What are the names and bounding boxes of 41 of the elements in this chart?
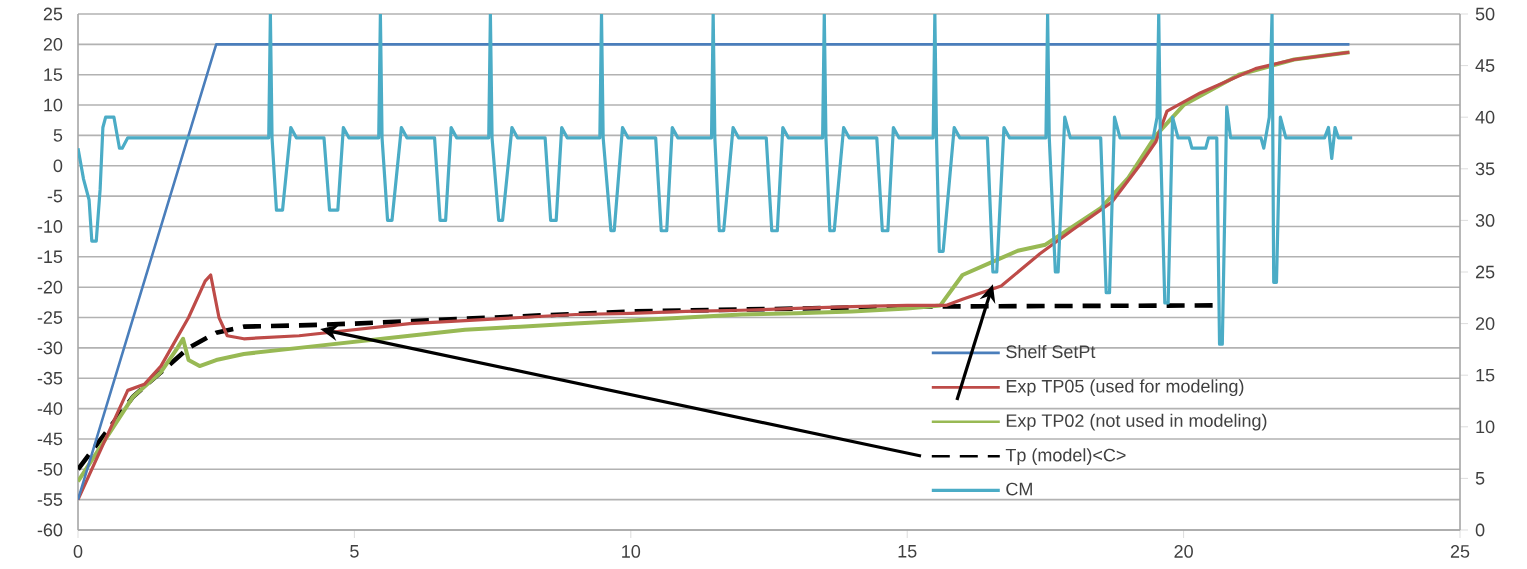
y-tick-label: 25 — [43, 7, 63, 21]
y2-tick-label: 20 — [1475, 317, 1495, 330]
y-tick-label: -30 — [37, 341, 63, 355]
legend-label: Exp TP02 (not used in modeling) — [1006, 413, 1267, 431]
y2-tick-label: 30 — [1475, 214, 1495, 227]
y-tick-label: -25 — [37, 311, 63, 324]
y-tick-label: 0 — [53, 159, 63, 173]
legend-label: Tp (model)<C> — [1005, 448, 1126, 466]
x-tick-label: 5 — [350, 545, 359, 558]
y2-tick-label: 25 — [1475, 265, 1495, 279]
y2-tick-label: 45 — [1475, 59, 1495, 72]
y-tick-label: -50 — [37, 462, 63, 476]
x-tick-label: 25 — [1450, 545, 1470, 558]
y2-tick-label: 5 — [1475, 472, 1485, 485]
y-tick-label: 15 — [44, 68, 63, 81]
y2-tick-label: 40 — [1475, 110, 1495, 124]
y-tick-label: -60 — [37, 523, 63, 537]
y-tick-label: -5 — [47, 189, 63, 203]
y2-tick-label: 0 — [1475, 523, 1485, 537]
x-tick-label: 15 — [898, 545, 917, 558]
y2-tick-label: 50 — [1475, 7, 1495, 21]
y-tick-label: -10 — [37, 220, 63, 233]
x-tick-label: 20 — [1174, 545, 1193, 558]
y-tick-label: 10 — [44, 98, 63, 112]
y-tick-label: -45 — [37, 432, 63, 446]
y-tick-label: 5 — [53, 129, 63, 142]
y2-tick-label: 35 — [1475, 162, 1495, 176]
y2-tick-label: 15 — [1476, 368, 1495, 382]
legend-label: CM — [1006, 482, 1032, 496]
legend-label: Exp TP05 (used for modeling) — [1006, 379, 1244, 397]
y-tick-label: -55 — [37, 493, 63, 506]
legend-label: Shelf SetPt — [1006, 344, 1096, 359]
y-tick-label: -35 — [37, 371, 63, 385]
x-tick-label: 10 — [622, 545, 641, 558]
x-tick-label: 0 — [73, 545, 83, 558]
y-tick-label: -15 — [37, 250, 63, 264]
y-tick-label: 20 — [43, 37, 63, 51]
line-series — [78, 14, 1354, 346]
y2-tick-label: 10 — [1476, 420, 1495, 434]
y-tick-label: -20 — [37, 280, 63, 294]
y-tick-label: -40 — [37, 402, 63, 415]
